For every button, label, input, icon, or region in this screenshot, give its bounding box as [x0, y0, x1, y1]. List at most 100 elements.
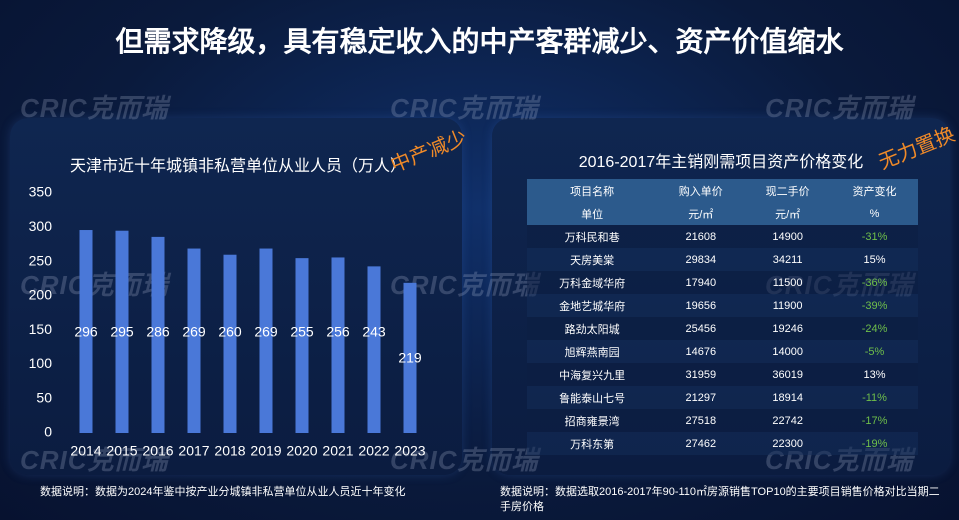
table-cell: 万科金域华府 [559, 277, 626, 290]
table-row: 万科东第 27462 22300 -19% [527, 432, 918, 455]
table-cell: 25456 [685, 322, 717, 335]
x-tick-label: 2016 [142, 443, 173, 459]
watermark: CRIC克而瑞 [390, 93, 539, 123]
header-cell: 现二手价 [765, 185, 810, 198]
data-label: 269 [254, 324, 278, 340]
table-cell: 17940 [685, 276, 717, 289]
table-cell: 万科民和巷 [564, 231, 620, 244]
header-cell: 项目名称 [570, 185, 615, 198]
y-tick-label: 250 [29, 252, 53, 268]
watermark: CRIC克而瑞 [390, 445, 539, 475]
table-cell: 11500 [772, 276, 803, 289]
table-row: 万科民和巷 21608 14900 -31% [527, 225, 918, 248]
y-tick-label: 50 [36, 389, 52, 405]
data-label: 256 [326, 324, 350, 340]
header-cell: 资产变化 [852, 185, 897, 198]
table-panel [492, 118, 950, 475]
bar [223, 254, 237, 433]
chart-note: 数据说明：数据为2024年鉴中按产业分城镇非私营单位从业人员近十年变化 [40, 486, 406, 498]
table-cell: 路劲太阳城 [564, 323, 620, 336]
chart-title: 天津市近十年城镇非私营单位从业人员（万人） [70, 158, 407, 175]
table-cell: 14676 [685, 345, 717, 358]
table-cell: -11% [862, 391, 887, 404]
x-tick-label: 2014 [70, 443, 101, 459]
table-cell: 22742 [772, 414, 803, 427]
chart: 0 50 100 150 200 250 300 350 296 2014 295 2015 286 20… [29, 184, 426, 459]
table-cell: 金地艺城华府 [559, 300, 626, 313]
bar [259, 248, 273, 433]
bar [115, 230, 129, 433]
table-cell: -31% [861, 230, 888, 243]
table-cell: 15% [863, 253, 886, 266]
table-cell: 21608 [685, 230, 717, 243]
table-cell: 天房美棠 [570, 254, 615, 267]
table-row: 招商雍景湾 27518 22742 -17% [527, 409, 918, 432]
bar [79, 230, 93, 433]
bar [367, 266, 381, 433]
y-tick-label: 0 [44, 424, 52, 440]
header-cell: 元/㎡ [688, 208, 714, 221]
data-label: 295 [110, 324, 134, 340]
x-tick-label: 2022 [358, 443, 389, 459]
y-tick-label: 200 [29, 287, 53, 303]
table-cell: -36% [861, 276, 888, 289]
y-tick-label: 100 [29, 355, 53, 371]
header-cell: % [869, 207, 880, 220]
slide-title: 但需求降级，具有稳定收入的中产客群减少、资产价值缩水 [115, 26, 844, 57]
table-cell: 招商雍景湾 [564, 415, 620, 428]
table-row: 旭辉燕南园 14676 14000 -5% [527, 340, 918, 363]
table-cell: 27462 [685, 437, 717, 450]
x-tick-label: 2018 [214, 443, 245, 459]
table-title: 2016-2017年主销刚需项目资产价格变化 [578, 154, 864, 171]
table-cell: 中海复兴九里 [559, 369, 626, 382]
table-row: 路劲太阳城 25456 19246 -24% [527, 317, 918, 340]
table-note: 数据说明：数据选取2016-2017年90-110㎡房源销售TOP10的主要项目… [500, 486, 940, 513]
table-cell: 19656 [685, 299, 717, 312]
table-cell: -39% [861, 299, 888, 312]
header-cell: 购入单价 [678, 185, 723, 198]
x-tick-label: 2019 [250, 443, 281, 459]
table-cell: 14900 [772, 230, 803, 243]
bar [295, 258, 309, 433]
table-header-row: 单位 元/㎡ 元/㎡% [527, 202, 918, 225]
bar [331, 257, 345, 433]
data-label: 296 [74, 324, 98, 340]
table-cell: 鲁能泰山七号 [559, 392, 626, 405]
table-cell: 34211 [772, 253, 803, 266]
table-cell: 21297 [685, 391, 717, 404]
header-cell: 单位 [581, 208, 604, 221]
table-cell: 11900 [772, 299, 803, 312]
x-tick-label: 2017 [178, 443, 209, 459]
table-row: 中海复兴九里 31959 36019 13% [527, 363, 918, 386]
y-tick-label: 300 [29, 218, 53, 234]
watermark: CRIC克而瑞 [20, 93, 169, 123]
table-cell: -17% [861, 414, 888, 427]
table-row: 金地艺城华府 19656 11900 -39% [527, 294, 918, 317]
table-cell: 13% [863, 368, 886, 381]
data-label: 255 [290, 324, 314, 340]
table-cell: -24% [861, 322, 888, 335]
table-cell: 29834 [685, 253, 717, 266]
table-row: 万科金域华府 17940 11500 -36% [527, 271, 918, 294]
y-tick-label: 150 [29, 321, 53, 337]
x-tick-label: 2020 [286, 443, 317, 459]
bar [187, 248, 201, 433]
header-cell: 元/㎡ [775, 208, 801, 221]
bar [403, 282, 417, 433]
watermark: CRIC克而瑞 [20, 270, 169, 300]
x-tick-label: 2021 [322, 443, 353, 459]
table-cell: 旭辉燕南园 [564, 346, 620, 359]
table-cell: 18914 [772, 391, 803, 404]
watermark: CRIC克而瑞 [765, 445, 914, 475]
data-label: 286 [146, 324, 170, 340]
table-row: 天房美棠 29834 34211 15% [527, 248, 918, 271]
bar [151, 236, 165, 433]
data-label: 269 [182, 324, 206, 340]
table-header-row: 项目名称 购入单价 现二手价 资产变化 [527, 179, 918, 202]
table-cell: -19% [861, 437, 888, 450]
table-cell: 19246 [772, 322, 803, 335]
watermark: CRIC克而瑞 [765, 93, 914, 123]
watermark: CRIC克而瑞 [765, 270, 914, 300]
table-cell: 万科东第 [570, 438, 615, 451]
